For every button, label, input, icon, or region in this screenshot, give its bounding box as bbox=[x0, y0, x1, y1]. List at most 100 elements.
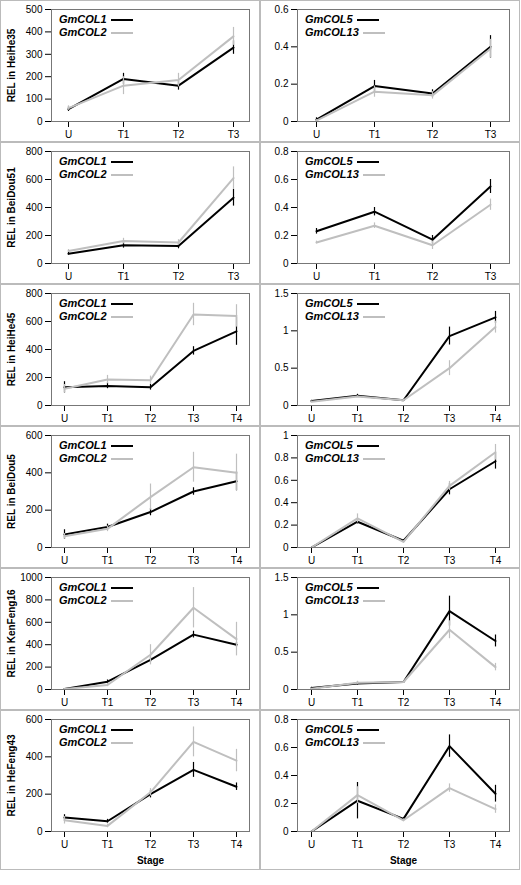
svg-text:T4: T4 bbox=[490, 697, 502, 708]
svg-text:U: U bbox=[61, 839, 68, 850]
svg-text:T2: T2 bbox=[145, 555, 157, 566]
svg-text:0: 0 bbox=[283, 258, 289, 269]
svg-text:T3: T3 bbox=[444, 839, 456, 850]
svg-text:T3: T3 bbox=[485, 271, 497, 282]
svg-text:0: 0 bbox=[283, 400, 289, 411]
svg-text:200: 200 bbox=[26, 372, 43, 383]
svg-text:U: U bbox=[61, 555, 68, 566]
svg-text:T1: T1 bbox=[102, 697, 114, 708]
svg-text:0.8: 0.8 bbox=[275, 146, 289, 157]
svg-text:T4: T4 bbox=[490, 413, 502, 424]
svg-text:REL in HeiHe45: REL in HeiHe45 bbox=[6, 312, 17, 386]
svg-text:0.2: 0.2 bbox=[275, 798, 289, 809]
svg-text:T3: T3 bbox=[444, 555, 456, 566]
svg-text:400: 400 bbox=[26, 26, 43, 37]
svg-text:T3: T3 bbox=[228, 271, 240, 282]
svg-text:T2: T2 bbox=[427, 129, 439, 140]
svg-text:T2: T2 bbox=[398, 697, 410, 708]
svg-text:0: 0 bbox=[283, 542, 289, 553]
svg-text:REL in BeiDou51: REL in BeiDou51 bbox=[6, 167, 17, 248]
svg-text:0: 0 bbox=[37, 684, 43, 695]
svg-text:400: 400 bbox=[26, 344, 43, 355]
svg-text:T4: T4 bbox=[231, 839, 243, 850]
svg-text:400: 400 bbox=[26, 639, 43, 650]
svg-text:1: 1 bbox=[283, 325, 289, 336]
svg-text:300: 300 bbox=[26, 49, 43, 60]
svg-text:T3: T3 bbox=[444, 413, 456, 424]
svg-text:1000: 1000 bbox=[20, 572, 43, 583]
svg-text:Stage: Stage bbox=[137, 855, 165, 866]
svg-text:0.8: 0.8 bbox=[275, 452, 289, 463]
svg-text:REL in KenFeng16: REL in KenFeng16 bbox=[6, 589, 17, 678]
svg-text:T2: T2 bbox=[145, 413, 157, 424]
svg-text:800: 800 bbox=[26, 594, 43, 605]
svg-text:0.6: 0.6 bbox=[275, 174, 289, 185]
svg-text:600: 600 bbox=[26, 174, 43, 185]
svg-text:0.2: 0.2 bbox=[275, 78, 289, 89]
svg-text:T4: T4 bbox=[231, 697, 243, 708]
svg-text:U: U bbox=[61, 697, 68, 708]
svg-text:200: 200 bbox=[26, 661, 43, 672]
svg-text:T1: T1 bbox=[369, 129, 381, 140]
svg-text:0.4: 0.4 bbox=[275, 497, 289, 508]
svg-text:0: 0 bbox=[37, 400, 43, 411]
svg-text:400: 400 bbox=[26, 202, 43, 213]
svg-text:100: 100 bbox=[26, 93, 43, 104]
svg-text:T2: T2 bbox=[173, 271, 185, 282]
svg-text:REL in BeiDou5: REL in BeiDou5 bbox=[6, 454, 17, 529]
svg-text:U: U bbox=[308, 413, 315, 424]
svg-text:U: U bbox=[65, 129, 72, 140]
svg-text:T2: T2 bbox=[398, 413, 410, 424]
svg-text:T4: T4 bbox=[231, 413, 243, 424]
svg-text:200: 200 bbox=[26, 71, 43, 82]
svg-text:1: 1 bbox=[283, 609, 289, 620]
svg-text:T3: T3 bbox=[188, 697, 200, 708]
svg-text:1.5: 1.5 bbox=[275, 288, 289, 299]
svg-text:T1: T1 bbox=[352, 555, 364, 566]
svg-text:T2: T2 bbox=[398, 839, 410, 850]
svg-text:U: U bbox=[61, 413, 68, 424]
svg-text:0.2: 0.2 bbox=[275, 230, 289, 241]
svg-text:1.5: 1.5 bbox=[275, 572, 289, 583]
svg-text:0.6: 0.6 bbox=[275, 4, 289, 15]
svg-text:T1: T1 bbox=[118, 129, 130, 140]
svg-text:T3: T3 bbox=[188, 555, 200, 566]
svg-text:T1: T1 bbox=[102, 839, 114, 850]
svg-text:0.4: 0.4 bbox=[275, 202, 289, 213]
svg-text:T3: T3 bbox=[228, 129, 240, 140]
svg-text:T1: T1 bbox=[369, 271, 381, 282]
svg-text:U: U bbox=[308, 839, 315, 850]
svg-text:U: U bbox=[313, 129, 320, 140]
svg-text:0.5: 0.5 bbox=[275, 646, 289, 657]
svg-text:0: 0 bbox=[37, 116, 43, 127]
svg-text:0.4: 0.4 bbox=[275, 41, 289, 52]
svg-text:600: 600 bbox=[26, 714, 43, 725]
svg-text:T3: T3 bbox=[188, 413, 200, 424]
svg-text:T4: T4 bbox=[231, 555, 243, 566]
svg-text:0: 0 bbox=[37, 826, 43, 837]
svg-text:T1: T1 bbox=[118, 271, 130, 282]
svg-text:T3: T3 bbox=[188, 839, 200, 850]
svg-text:T1: T1 bbox=[352, 839, 364, 850]
svg-text:T2: T2 bbox=[145, 697, 157, 708]
svg-text:0.8: 0.8 bbox=[275, 714, 289, 725]
svg-text:T3: T3 bbox=[485, 129, 497, 140]
svg-text:U: U bbox=[313, 271, 320, 282]
svg-text:0.4: 0.4 bbox=[275, 770, 289, 781]
svg-text:800: 800 bbox=[26, 288, 43, 299]
svg-text:U: U bbox=[308, 555, 315, 566]
svg-text:0: 0 bbox=[37, 258, 43, 269]
svg-text:0: 0 bbox=[37, 542, 43, 553]
svg-text:1: 1 bbox=[283, 430, 289, 441]
svg-text:0.2: 0.2 bbox=[275, 519, 289, 530]
svg-text:T4: T4 bbox=[490, 555, 502, 566]
svg-text:U: U bbox=[65, 271, 72, 282]
svg-text:0: 0 bbox=[283, 116, 289, 127]
svg-text:600: 600 bbox=[26, 617, 43, 628]
svg-text:400: 400 bbox=[26, 467, 43, 478]
svg-text:0.6: 0.6 bbox=[275, 475, 289, 486]
svg-text:REL in HeFeng43: REL in HeFeng43 bbox=[6, 734, 17, 816]
svg-text:T4: T4 bbox=[490, 839, 502, 850]
svg-text:U: U bbox=[308, 697, 315, 708]
svg-text:T1: T1 bbox=[352, 697, 364, 708]
